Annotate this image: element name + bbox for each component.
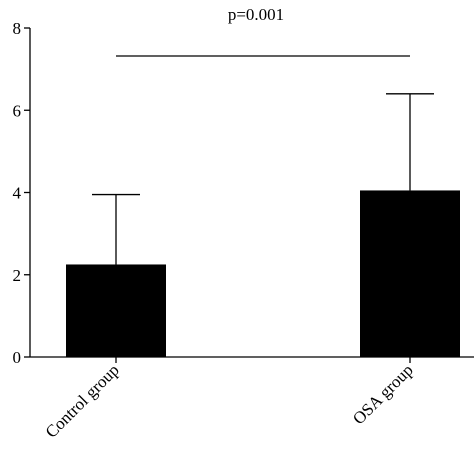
bar: [66, 264, 166, 357]
x-tick-label: OSA group: [349, 360, 417, 428]
y-tick-label: 8: [13, 19, 22, 38]
x-tick-labels: Control group OSA group: [42, 357, 417, 442]
y-tick-label: 0: [13, 348, 22, 367]
bar: [360, 190, 460, 357]
bars: [66, 190, 460, 357]
p-value-annotation: p=0.001: [228, 5, 284, 24]
y-tick-label: 2: [13, 266, 22, 285]
x-tick-label: Control group: [42, 360, 123, 441]
error-bars: [92, 93, 434, 265]
y-tick-label: 4: [13, 184, 22, 203]
y-ticks: 0 2 4 6 8: [13, 19, 30, 367]
y-tick-label: 6: [13, 101, 22, 120]
